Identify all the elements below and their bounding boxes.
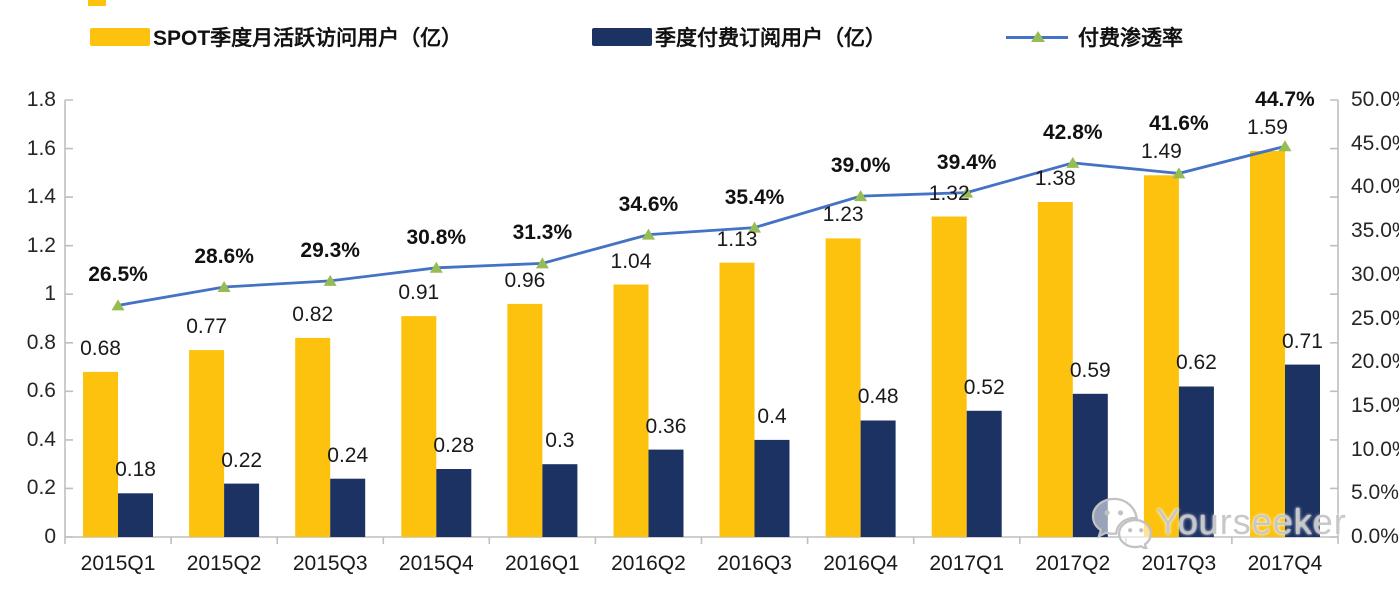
bar-mau	[507, 303, 543, 537]
penetration-marker	[323, 274, 337, 286]
bar-mau	[1143, 175, 1179, 538]
triangle-marker-icon	[1031, 31, 1045, 42]
top-edge-artifact	[88, 0, 106, 6]
subscribers-legend-label: 季度付费订阅用户（亿）	[655, 27, 886, 50]
legend-item-penetration: 付费渗透率	[1006, 22, 1183, 52]
bar-subscribers	[542, 464, 578, 537]
legend-item-subscribers: 季度付费订阅用户（亿）	[592, 22, 886, 52]
bar-subscribers	[224, 483, 260, 537]
penetration-marker	[960, 186, 974, 198]
legend-item-mau: SPOT季度月活跃访问用户（亿）	[90, 22, 462, 52]
bar-subscribers	[754, 439, 790, 537]
subscribers-legend-swatch	[592, 28, 652, 46]
bar-mau	[613, 284, 649, 537]
penetration-legend-label: 付费渗透率	[1078, 27, 1183, 50]
penetration-marker	[217, 281, 231, 292]
penetration-line	[117, 144, 1286, 307]
chart-legend: SPOT季度月活跃访问用户（亿） 季度付费订阅用户（亿） 付费渗透率	[0, 0, 1399, 56]
penetration-legend-line-marker	[1006, 28, 1068, 46]
mau-legend-swatch	[90, 28, 150, 46]
bar-mau	[83, 371, 118, 537]
penetration-marker	[1172, 167, 1186, 179]
bar-mau	[401, 316, 437, 537]
penetration-marker	[535, 257, 549, 269]
bar-mau	[295, 337, 331, 537]
bar-mau	[719, 262, 755, 537]
bar-subscribers	[1285, 364, 1320, 537]
bar-mau	[189, 350, 225, 537]
penetration-marker	[1278, 140, 1292, 152]
bar-subscribers	[860, 420, 896, 537]
bar-subscribers	[648, 449, 684, 537]
bar-subscribers	[118, 493, 153, 537]
bar-mau	[931, 216, 967, 537]
penetration-marker	[748, 221, 761, 233]
bar-mau	[1250, 151, 1285, 537]
bar-subscribers	[966, 410, 1002, 537]
bar-subscribers	[1178, 386, 1214, 537]
bar-mau	[825, 238, 861, 537]
penetration-marker	[111, 299, 125, 311]
bar-mau	[1037, 202, 1073, 537]
bar-subscribers	[330, 478, 366, 537]
penetration-marker	[1066, 156, 1080, 168]
mau-legend-label: SPOT季度月活跃访问用户（亿）	[153, 27, 463, 50]
penetration-marker	[642, 228, 655, 240]
penetration-marker	[854, 190, 868, 202]
penetration-marker	[429, 261, 443, 273]
bar-subscribers	[436, 469, 472, 537]
bar-subscribers	[1072, 393, 1108, 537]
